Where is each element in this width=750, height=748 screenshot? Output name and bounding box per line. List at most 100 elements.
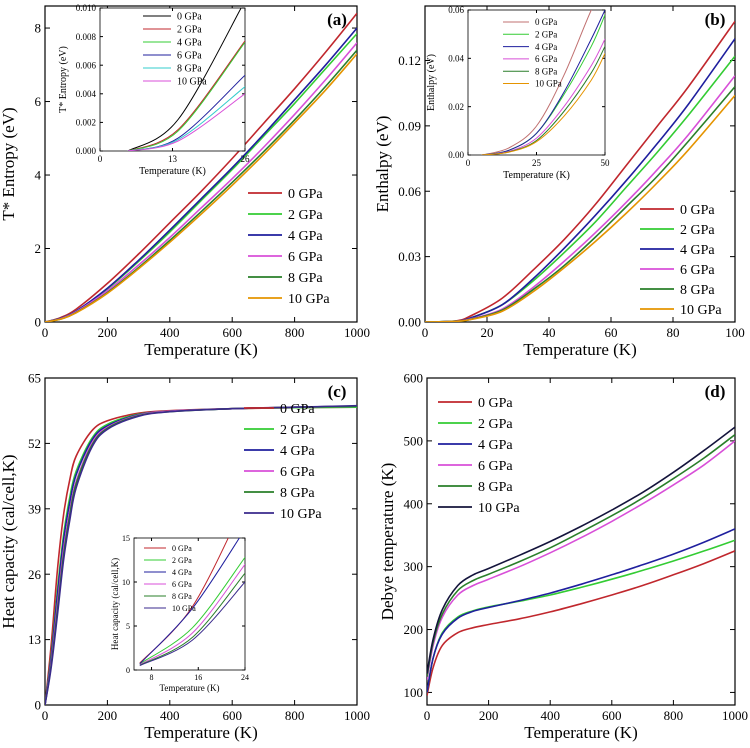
legend-label: 6 GPa	[172, 580, 192, 589]
y-axis-label: Heat capacity (cal/cell,K)	[0, 454, 18, 628]
x-tick-label: 25	[532, 158, 542, 168]
inset-c: 8 16 24 0 5 10 15 Temperature (K) Heat capacity …	[110, 534, 249, 693]
y-tick-label: 0	[126, 666, 130, 675]
legend-label: 6 GPa	[535, 54, 557, 64]
legend-label: 4 GPa	[535, 42, 557, 52]
y-tick-label: 0.002	[76, 118, 96, 128]
y-tick-label: 200	[404, 622, 424, 637]
x-tick-label: 200	[479, 708, 499, 723]
legend-label: 10 GPa	[535, 79, 562, 89]
inset-x-axis-label: Temperature (K)	[503, 170, 570, 181]
legend-label: 0 GPa	[172, 544, 192, 553]
legend-label: 2 GPa	[680, 223, 715, 238]
legend-label: 4 GPa	[280, 444, 315, 459]
series-line-4-gpa	[139, 538, 240, 665]
x-tick-label: 800	[285, 708, 305, 723]
x-tick-label: 0	[466, 158, 471, 168]
x-tick-label: 24	[241, 673, 249, 682]
series-line-0-gpa	[427, 550, 735, 696]
legend-label: 8 GPa	[680, 283, 715, 298]
x-axis-label: Temperature (K)	[523, 340, 637, 359]
x-tick-label: 0	[42, 325, 49, 340]
y-tick-label: 2	[35, 241, 42, 256]
x-tick-label: 600	[602, 708, 622, 723]
series-line-10-gpa	[45, 404, 357, 705]
x-tick-label: 400	[540, 708, 560, 723]
panel-label: (c)	[328, 382, 347, 401]
y-tick-label: 0	[35, 698, 42, 713]
legend-label: 10 GPa	[288, 292, 330, 307]
x-tick-label: 800	[664, 708, 684, 723]
legend-label: 6 GPa	[280, 465, 315, 480]
y-tick-label: 0.06	[448, 5, 464, 15]
legend-label: 10 GPa	[177, 77, 207, 88]
legend-label: 8 GPa	[478, 480, 513, 495]
y-tick-label: 400	[404, 496, 424, 511]
y-tick-label: 6	[35, 94, 42, 109]
x-tick-label: 800	[285, 325, 305, 340]
panel-label: (b)	[705, 10, 726, 29]
legend-label: 4 GPa	[288, 229, 323, 244]
series-line-0-gpa	[127, 8, 242, 151]
series-line-4-gpa	[427, 528, 735, 693]
y-tick-label: 65	[28, 371, 41, 386]
y-tick-label: 39	[28, 501, 41, 516]
y-tick-label: 8	[35, 21, 42, 36]
panel-d: 0 200 400 600 800 1000100200300400500600Tempe…	[378, 371, 748, 742]
x-tick-label: 13	[168, 154, 178, 164]
y-tick-label: 0.03	[398, 249, 421, 264]
series-line-10-gpa	[139, 581, 245, 667]
x-axis-label: Temperature (K)	[144, 723, 258, 742]
legend-label: 0 GPa	[288, 187, 323, 202]
inset-y-axis-label: T* Entropy (eV)	[58, 46, 69, 113]
legend-label: 0 GPa	[280, 402, 315, 417]
y-tick-label: 0.004	[76, 89, 97, 99]
series-line-8-gpa	[139, 572, 245, 666]
legend-label: 2 GPa	[172, 556, 192, 565]
y-tick-label: 15	[122, 534, 130, 543]
inset-y-axis-label: Heat capacity (cal/cell,K)	[110, 558, 120, 650]
y-tick-label: 26	[28, 567, 42, 582]
legend-label: 8 GPa	[177, 64, 202, 75]
x-tick-label: 200	[98, 325, 118, 340]
x-tick-label: 600	[222, 708, 242, 723]
y-tick-label: 10	[122, 578, 130, 587]
legend-label: 2 GPa	[177, 25, 202, 36]
x-tick-label: 200	[98, 708, 118, 723]
series-line-4-gpa	[481, 10, 605, 155]
series-line-2-gpa	[139, 557, 245, 665]
legend-label: 0 GPa	[680, 203, 715, 218]
legend-label: 10 GPa	[478, 501, 520, 516]
series-line-6-gpa	[427, 440, 735, 680]
series-line-0-gpa	[481, 10, 592, 155]
x-tick-label: 26	[241, 154, 251, 164]
legend-label: 0 GPa	[177, 12, 202, 23]
x-tick-label: 16	[194, 673, 202, 682]
x-tick-label: 1000	[344, 325, 370, 340]
legend-label: 8 GPa	[288, 271, 323, 286]
y-tick-label: 0.00	[448, 150, 464, 160]
series-line-6-gpa	[139, 564, 245, 666]
x-tick-label: 0	[424, 708, 431, 723]
y-tick-label: 600	[404, 371, 424, 386]
panel-label: (a)	[327, 10, 347, 29]
x-tick-label: 60	[605, 325, 618, 340]
legend-label: 2 GPa	[280, 423, 315, 438]
inset-x-axis-label: Temperature (K)	[139, 166, 206, 177]
plot-frame	[99, 7, 246, 152]
legend-label: 8 GPa	[172, 592, 192, 601]
legend-label: 10 GPa	[280, 507, 322, 522]
panel-label: (d)	[705, 382, 726, 401]
x-tick-label: 600	[222, 325, 242, 340]
y-tick-label: 0.00	[398, 315, 421, 330]
x-axis-label: Temperature (K)	[144, 340, 258, 359]
y-tick-label: 0.006	[76, 60, 97, 70]
series-line-4-gpa	[127, 41, 245, 151]
y-tick-label: 0.06	[398, 184, 421, 199]
y-tick-label: 0.09	[398, 118, 421, 133]
legend-label: 0 GPa	[535, 17, 557, 27]
y-tick-label: 0	[35, 315, 42, 330]
legend-label: 6 GPa	[288, 250, 323, 265]
x-tick-label: 8	[150, 673, 154, 682]
y-axis-label: T* Entropy (eV)	[0, 107, 18, 220]
